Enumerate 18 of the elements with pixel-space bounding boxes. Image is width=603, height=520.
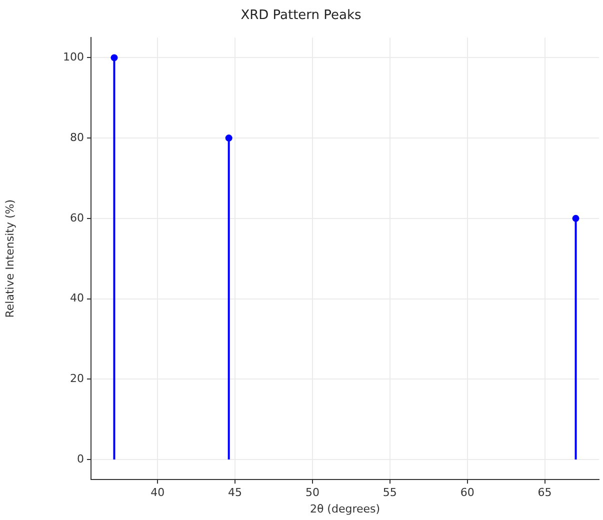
chart-title: XRD Pattern Peaks bbox=[240, 8, 362, 24]
point bbox=[225, 134, 232, 142]
x-tick-label: 45 bbox=[228, 486, 242, 500]
point bbox=[110, 54, 118, 62]
y-axis-title: Relative Intensity (%) bbox=[3, 199, 16, 318]
point bbox=[572, 214, 580, 222]
y-tick-label: 100 bbox=[63, 50, 84, 64]
y-tick-label: 0 bbox=[77, 452, 84, 466]
y-tick-label: 40 bbox=[70, 292, 84, 305]
y-tick-label: 20 bbox=[70, 372, 84, 386]
x-tick-label: 60 bbox=[460, 486, 474, 500]
x-axis-title: 2θ (degrees) bbox=[310, 502, 380, 516]
y-tick-label: 60 bbox=[70, 211, 84, 224]
x-tick-label: 65 bbox=[538, 486, 552, 500]
x-tick-label: 50 bbox=[305, 486, 320, 500]
y-tick-label: 80 bbox=[70, 130, 84, 144]
x-tick-label: 40 bbox=[150, 486, 165, 500]
x-tick-label: 55 bbox=[382, 486, 397, 500]
